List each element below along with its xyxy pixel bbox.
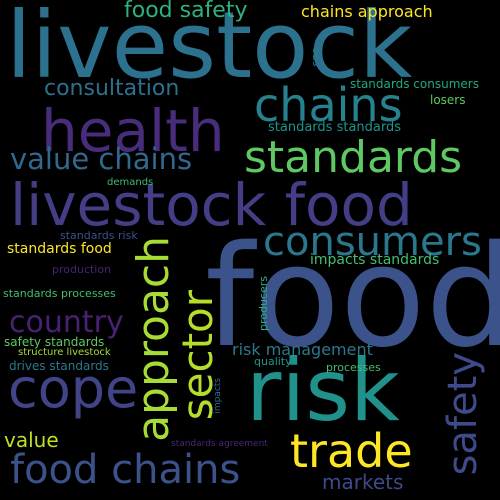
word-drives-standards: drives standards [9,360,109,372]
word-demands: demands [107,178,153,188]
word-producers: producers [258,276,269,331]
word-approach: approach [132,236,176,442]
word-value: value [4,430,59,450]
word-impacts-standards: impacts standards [310,253,439,267]
word-impacts: impacts [214,378,223,414]
word-sps: sps [310,48,321,66]
word-standards-processes: standards processes [3,288,116,299]
word-markets: markets [322,472,403,492]
word-chains-approach: chains approach [301,4,433,20]
word-country: country [9,308,124,338]
word-structure-livestock: structure livestock [18,348,111,358]
word-standards: standards [244,136,462,180]
word-food-safety: food safety [124,0,248,22]
word-production: production [52,264,111,275]
word-food-chains: food chains [10,450,240,490]
word-consultation: consultation [44,78,179,100]
word-losers: losers [430,94,466,106]
word-standards-food: standards food [7,242,112,256]
word-standards-standards: standards standards [268,121,401,134]
word-standards-agreement: standards agreement [171,440,268,449]
word-trade: trade [290,428,413,474]
word-quality: quality [254,356,292,367]
word-standards-risk: standards risk [60,230,138,241]
word-standards-consumers: standards consumers [350,78,479,90]
word-processes: processes [326,362,381,373]
word-safety: safety [443,352,483,475]
word-value-chains: value chains [10,145,192,174]
